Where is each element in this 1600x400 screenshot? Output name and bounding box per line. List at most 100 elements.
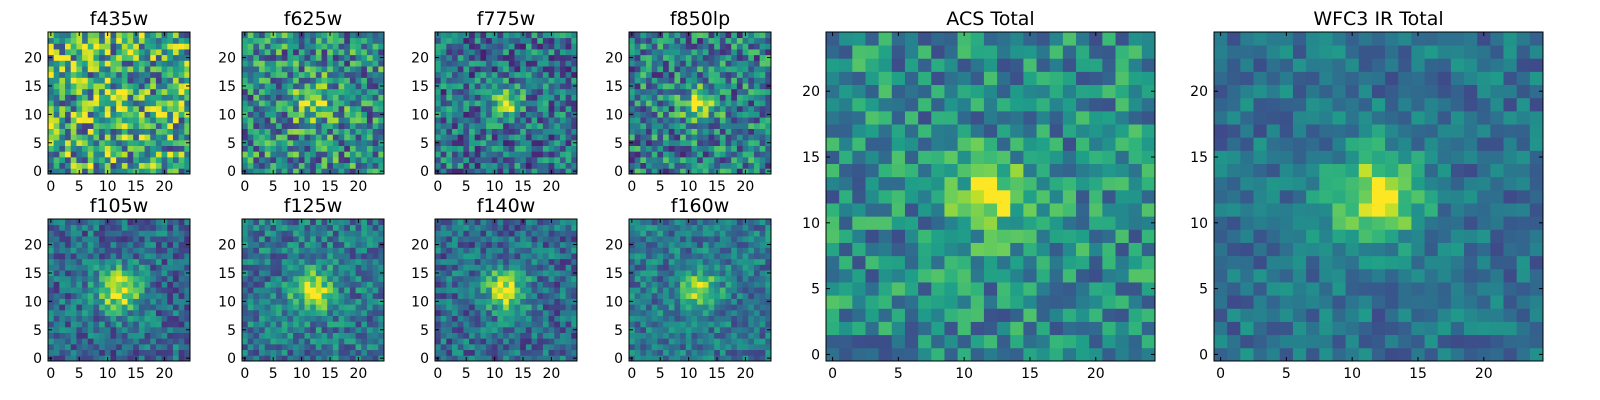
heatmap-cell xyxy=(565,343,572,351)
heatmap-cell xyxy=(133,275,140,282)
heatmap-cell xyxy=(110,122,117,129)
heatmap-cell xyxy=(469,236,476,243)
heatmap-cell xyxy=(452,139,459,146)
heatmap-cell xyxy=(48,253,55,260)
heatmap-cell xyxy=(697,111,704,118)
heatmap-cell xyxy=(571,315,578,322)
heatmap-cell xyxy=(736,128,743,135)
heatmap-cell xyxy=(155,54,162,61)
heatmap-cell xyxy=(53,122,60,129)
heatmap-cell xyxy=(646,343,653,351)
heatmap-cell xyxy=(503,321,510,328)
heatmap-cell xyxy=(657,128,664,135)
heatmap-cell xyxy=(759,162,766,169)
heatmap-cell xyxy=(48,88,55,95)
heatmap-cell xyxy=(361,224,368,231)
heatmap-cell xyxy=(184,253,191,260)
heatmap-cell xyxy=(65,258,72,265)
heatmap-cell xyxy=(242,37,249,44)
heatmap-cell xyxy=(293,71,300,78)
heatmap-cell xyxy=(503,139,510,146)
heatmap-cell xyxy=(121,343,128,351)
heatmap-cell xyxy=(708,270,715,277)
heatmap-cell xyxy=(327,332,334,339)
heatmap-cell xyxy=(559,156,567,164)
x-tick-label: 20 xyxy=(156,366,174,382)
heatmap-cell xyxy=(321,298,328,305)
heatmap-cell xyxy=(452,219,459,226)
heatmap-cell xyxy=(99,83,106,90)
x-tick-label: 5 xyxy=(269,366,278,382)
heatmap-cell xyxy=(497,338,504,345)
heatmap-cell xyxy=(133,258,140,265)
x-tick-label: 15 xyxy=(514,366,532,382)
heatmap-cell xyxy=(270,315,277,322)
heatmap-cell xyxy=(629,71,636,78)
heatmap-cell xyxy=(161,349,168,356)
heatmap-cell xyxy=(116,32,123,39)
heatmap-cell xyxy=(640,134,647,141)
heatmap-cell xyxy=(474,66,481,73)
heatmap-cell xyxy=(338,54,345,61)
heatmap-cell xyxy=(508,219,515,226)
heatmap-cell xyxy=(242,275,249,282)
heatmap-cell xyxy=(93,43,100,50)
heatmap-cell xyxy=(520,66,527,73)
heatmap-cell xyxy=(167,32,174,39)
heatmap-cell xyxy=(287,343,294,351)
heatmap-cell xyxy=(287,275,294,282)
heatmap-cell xyxy=(742,128,749,135)
y-tick-label: 5 xyxy=(420,136,429,152)
heatmap-cell xyxy=(508,60,515,67)
heatmap-cell xyxy=(287,264,294,271)
heatmap-cell xyxy=(59,281,66,288)
heatmap-cell xyxy=(93,88,100,95)
heatmap-cell xyxy=(525,230,532,237)
heatmap-cell xyxy=(276,292,283,299)
heatmap-cell xyxy=(338,338,345,345)
heatmap-cell xyxy=(76,71,83,78)
heatmap-cell xyxy=(463,326,470,333)
heatmap-cell xyxy=(474,100,481,107)
heatmap-cell xyxy=(520,83,527,90)
heatmap-cell xyxy=(247,264,254,271)
heatmap-cell xyxy=(144,338,151,345)
heatmap-cell xyxy=(452,32,459,39)
heatmap-cell xyxy=(474,134,481,141)
heatmap-cell xyxy=(474,349,481,356)
heatmap-cell xyxy=(697,151,704,158)
heatmap-cell xyxy=(93,122,100,129)
heatmap-cell xyxy=(133,117,140,124)
heatmap-cell xyxy=(440,83,447,90)
heatmap-cell xyxy=(264,264,271,271)
heatmap-cell xyxy=(480,343,487,351)
heatmap-cell xyxy=(242,105,249,112)
heatmap-cell xyxy=(167,54,174,61)
heatmap-cell xyxy=(663,66,670,73)
heatmap-cell xyxy=(366,264,374,271)
heatmap-cell xyxy=(708,122,715,129)
heatmap-cell xyxy=(457,54,464,61)
heatmap-cell xyxy=(247,292,254,299)
heatmap-cell xyxy=(298,270,305,277)
heatmap-cell xyxy=(298,281,305,288)
heatmap-cell xyxy=(104,298,111,305)
heatmap-cell xyxy=(514,224,521,231)
heatmap-cell xyxy=(167,43,174,50)
heatmap-cell xyxy=(355,287,362,294)
heatmap-cell xyxy=(65,66,72,73)
heatmap-cell xyxy=(259,349,266,356)
heatmap-cell xyxy=(480,315,487,322)
heatmap-cell xyxy=(361,100,368,107)
heatmap-cell xyxy=(668,343,675,351)
heatmap-cell xyxy=(138,60,145,67)
heatmap-cell xyxy=(366,128,374,135)
heatmap-cell xyxy=(457,264,464,271)
heatmap-cell xyxy=(293,258,300,265)
heatmap-cell xyxy=(138,88,145,95)
plot-frame xyxy=(628,31,772,175)
heatmap-cell xyxy=(480,258,487,265)
heatmap-cell xyxy=(338,219,345,226)
heatmap-cell xyxy=(99,281,106,288)
heatmap-cell xyxy=(172,298,180,305)
